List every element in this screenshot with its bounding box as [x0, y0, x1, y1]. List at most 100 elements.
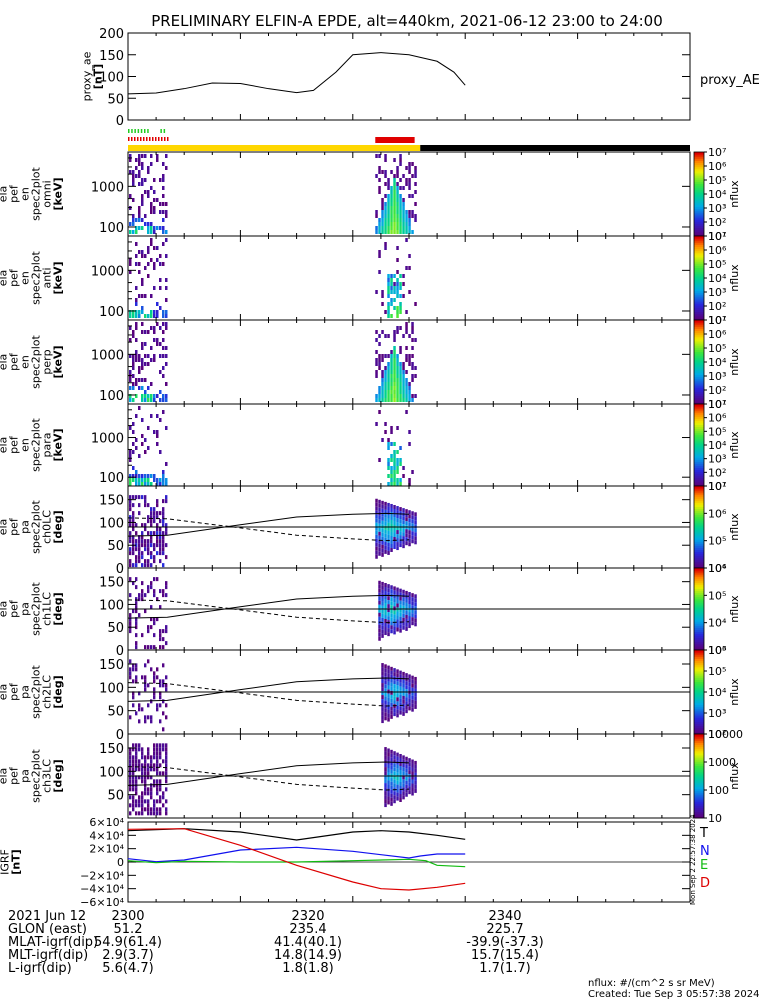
- ch3LC-colorbar-step: [694, 767, 704, 771]
- perp-ylabel: perp: [41, 349, 54, 374]
- ch2LC-heatmap-cell: [402, 691, 405, 696]
- ch3LC-heatmap-cell: [402, 779, 405, 784]
- ch2LC-heatmap-cell: [381, 699, 384, 704]
- ch0LC-heatmap-cell: [132, 563, 135, 568]
- ch0LC-heatmap-cell: [135, 547, 138, 552]
- omni-heatmap-cell: [162, 178, 165, 182]
- ch0LC-heatmap-cell: [156, 511, 159, 516]
- para-colorbar-step: [694, 453, 704, 456]
- attitude-tick-green: [134, 129, 136, 133]
- perp-colorbar-step: [694, 347, 704, 350]
- anti-heatmap-cell: [165, 298, 168, 302]
- ch0LC-heatmap-cell: [393, 541, 396, 546]
- ch2LC-heatmap-cell: [384, 672, 387, 677]
- perp-heatmap-cell: [156, 338, 159, 342]
- omni-heatmap-cell: [132, 218, 135, 222]
- perp-heatmap-cell: [381, 382, 384, 386]
- ch1LC-heatmap-cell: [414, 622, 417, 627]
- ch0LC-heatmap-cell: [396, 506, 399, 511]
- ch0LC-heatmap-cell: [147, 531, 150, 536]
- ch3LC-heatmap-cell: [165, 747, 168, 752]
- para-colorbar-tick-label: 10⁷: [708, 398, 726, 411]
- omni-heatmap-cell: [381, 170, 384, 174]
- perp-colorbar-step: [694, 341, 704, 344]
- ch3LC-heatmap-cell: [147, 799, 150, 804]
- footer-row-value: 2300: [111, 909, 144, 924]
- omni-colorbar-step: [694, 173, 704, 176]
- perp-heatmap-cell: [390, 390, 393, 394]
- ch0LC-heatmap-cell: [375, 506, 378, 511]
- ch3LC-heatmap-cell: [165, 807, 168, 812]
- perp-heatmap-cell: [411, 366, 414, 370]
- perp-heatmap-cell: [402, 374, 405, 378]
- ch2LC-heatmap-cell: [396, 713, 399, 718]
- ch3LC-heatmap-cell: [159, 787, 162, 792]
- anti-heatmap-cell: [138, 262, 141, 266]
- ch0LC-heatmap-cell: [150, 539, 153, 544]
- ch3LC-heatmap-cell: [162, 747, 165, 752]
- ch0LC-colorbar-step: [694, 565, 704, 569]
- perp-heatmap-cell: [162, 322, 165, 326]
- ch3LC-heatmap-cell: [141, 791, 144, 796]
- ch2LC-heatmap-cell: [387, 665, 390, 670]
- ch0LC-colorbar-step: [694, 496, 704, 499]
- omni-heatmap-cell: [396, 226, 399, 230]
- perp-heatmap-cell: [390, 350, 393, 354]
- ch3LC-colorbar-step: [694, 765, 704, 769]
- ch1LC-ytick-label: 150: [99, 576, 124, 591]
- ch3LC-colorbar-step: [694, 797, 704, 800]
- ch2LC-heatmap-cell: [141, 707, 144, 712]
- ch2LC-colorbar-step: [694, 694, 704, 697]
- ch0LC-heatmap-cell: [414, 524, 417, 529]
- ch2LC-heatmap-cell: [129, 715, 132, 720]
- ch2LC-heatmap-cell: [390, 674, 393, 679]
- ch0LC-heatmap-cell: [378, 519, 381, 524]
- omni-colorbar-step: [694, 179, 704, 182]
- ch3LC-heatmap-cell: [384, 747, 387, 752]
- omni-heatmap-cell: [402, 222, 405, 226]
- omni-heatmap-cell: [156, 198, 159, 202]
- ch3LC-heatmap-cell: [150, 759, 153, 764]
- ch0LC-heatmap-cell: [390, 519, 393, 524]
- ch1LC-heatmap-cell: [162, 629, 165, 634]
- ch3LC-heatmap-cell: [399, 769, 402, 774]
- para-colorbar-step: [694, 477, 704, 481]
- ch2LC-heatmap-cell: [162, 679, 165, 684]
- perp-heatmap-cell: [405, 390, 408, 394]
- ch0LC-heatmap-cell: [405, 529, 408, 534]
- omni-colorbar-step: [694, 166, 704, 170]
- omni-heatmap-cell: [414, 166, 417, 170]
- ch2LC-colorbar-step: [694, 729, 704, 733]
- perp-colorbar-step: [694, 332, 704, 336]
- ch0LC-heatmap-cell: [387, 522, 390, 527]
- para-heatmap-cell: [135, 478, 138, 482]
- perp-heatmap-cell: [396, 374, 399, 378]
- footer-row-label: MLT-igrf(dip): [8, 948, 88, 963]
- anti-heatmap-cell: [381, 290, 384, 294]
- ch2LC-heatmap-cell: [393, 684, 396, 689]
- perp-heatmap-cell: [390, 378, 393, 382]
- ch1LC-heatmap-cell: [405, 626, 408, 631]
- ch0LC-heatmap-cell: [144, 499, 147, 504]
- perp-heatmap-cell: [411, 322, 414, 326]
- para-heatmap-cell: [144, 450, 147, 454]
- para-colorbar-step: [694, 483, 704, 487]
- ch3LC-heatmap-cell: [135, 759, 138, 764]
- ch1LC-colorbar-step: [694, 586, 704, 589]
- ch3LC-heatmap-cell: [156, 763, 159, 768]
- ch0LC-colorbar-step: [694, 553, 704, 557]
- omni-heatmap-cell: [408, 166, 411, 170]
- para-colorbar-tick-label: 10⁶: [708, 412, 727, 425]
- anti-heatmap-cell: [399, 286, 402, 290]
- attitude-tick-green: [144, 129, 146, 133]
- ch3LC-heatmap-cell: [396, 792, 399, 797]
- perp-heatmap-cell: [378, 342, 381, 346]
- para-heatmap-cell: [384, 422, 387, 426]
- ch1LC-heatmap-cell: [153, 645, 156, 650]
- ch2LC-ylabel: ela: [0, 684, 10, 701]
- anti-ylabel: spec2plot: [30, 251, 43, 305]
- ch2LC-heatmap-cell: [390, 690, 393, 695]
- ch2LC-heatmap-cell: [396, 669, 399, 674]
- omni-colorbar-tick-label: 10¹: [708, 230, 726, 243]
- ch0LC-heatmap-cell: [162, 511, 165, 516]
